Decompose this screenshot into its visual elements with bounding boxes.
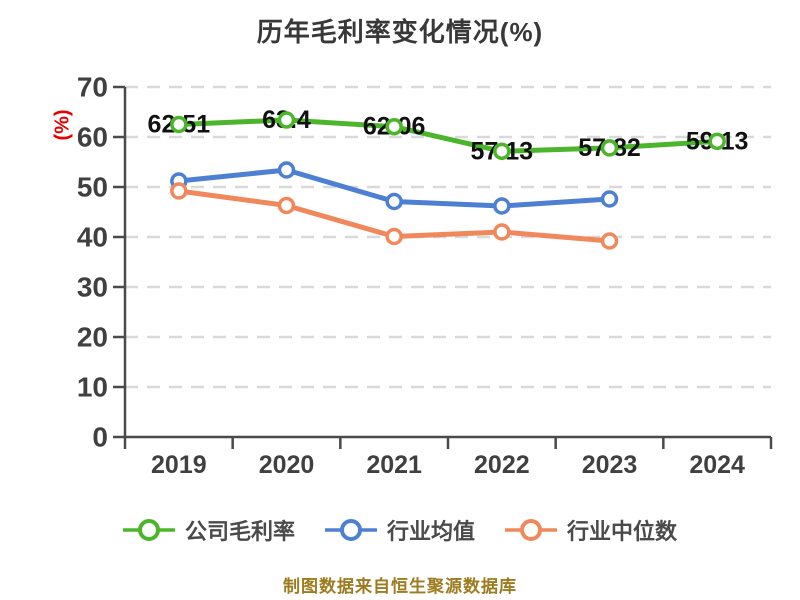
legend-item-industry-mean[interactable]: 行业均值 <box>324 514 475 546</box>
data-point-industry-median[interactable] <box>170 182 188 200</box>
data-point-industry-mean[interactable] <box>600 190 619 208</box>
legend-item-company-gross-margin[interactable]: 公司毛利率 <box>122 514 295 546</box>
series-line-company-gross-margin <box>176 117 720 154</box>
data-point-industry-mean[interactable] <box>493 197 511 215</box>
x-tick-label: 2022 <box>474 451 530 479</box>
data-point-company-gross-margin[interactable] <box>170 115 188 134</box>
data-point-industry-mean[interactable] <box>277 161 296 179</box>
legend-label: 公司毛利率 <box>184 519 295 544</box>
y-tick-label: 60 <box>77 122 108 153</box>
y-tick-label: 50 <box>77 172 108 203</box>
legend-label: 行业均值 <box>386 519 475 544</box>
x-tick-label: 2023 <box>582 451 638 479</box>
data-source-note: 制图数据来自恒生聚源数据库 <box>283 577 517 596</box>
data-point-company-gross-margin[interactable] <box>600 139 619 157</box>
data-point-company-gross-margin[interactable] <box>277 111 296 129</box>
legend-marker-icon <box>505 519 557 541</box>
legend-label: 行业中位数 <box>567 519 678 544</box>
data-point-industry-median[interactable] <box>385 227 403 246</box>
y-tick-label: 10 <box>77 372 108 403</box>
legend-marker-icon <box>324 519 377 541</box>
legend-item-industry-median[interactable]: 行业中位数 <box>505 514 677 546</box>
x-tick-label: 2019 <box>151 451 207 479</box>
data-point-company-gross-margin[interactable] <box>493 142 511 161</box>
data-point-industry-median[interactable] <box>493 223 511 241</box>
x-tick-label: 2021 <box>366 451 422 479</box>
y-tick-label: 20 <box>77 322 108 353</box>
legend-marker-icon <box>122 519 175 541</box>
plot-area: 0102030405060702019202020212022202320246… <box>77 72 773 479</box>
y-tick-label: 30 <box>77 272 108 303</box>
x-tick-label: 2020 <box>259 451 315 479</box>
x-tick-label: 2024 <box>689 451 745 479</box>
legend: 公司毛利率 行业均值 行业中位数 <box>0 514 800 546</box>
data-point-industry-median[interactable] <box>600 232 619 250</box>
data-point-company-gross-margin[interactable] <box>708 132 726 151</box>
y-tick-label: 40 <box>77 222 108 253</box>
y-tick-label: 70 <box>77 72 108 103</box>
data-point-industry-mean[interactable] <box>385 192 403 211</box>
chart-title: 历年毛利率变化情况(%) <box>256 17 544 47</box>
data-point-company-gross-margin[interactable] <box>385 117 403 136</box>
data-point-industry-median[interactable] <box>277 196 296 215</box>
y-tick-label: 0 <box>92 422 108 453</box>
